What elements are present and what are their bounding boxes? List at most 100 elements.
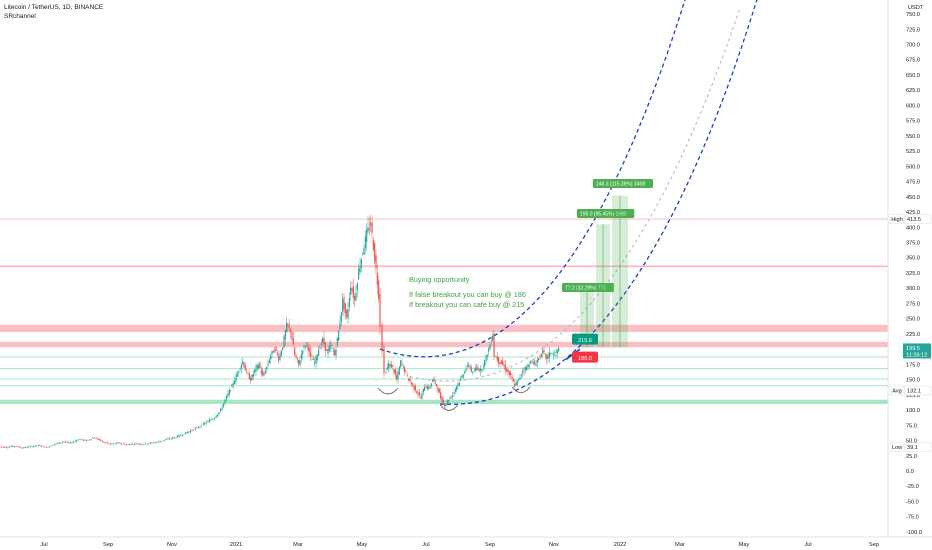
price-label-value-box (904, 385, 932, 396)
entry-tag-value: 215.6 (578, 338, 592, 344)
candle-body (157, 441, 159, 443)
candle-body (235, 375, 237, 381)
candle-body (178, 435, 180, 437)
candle-body (519, 377, 521, 379)
candle-body (414, 386, 416, 391)
time-axis[interactable]: Jul Sep Nov 2021 Mar May Jul Sep Nov 2022 Mar May Ju… (0, 536, 932, 548)
candle-body (2, 446, 4, 448)
x-tick-label: Jul (422, 542, 429, 548)
y-tick-label: 500.0 (906, 164, 920, 170)
candle-body (512, 378, 514, 382)
candle-body (438, 388, 440, 393)
candle-body (327, 348, 329, 354)
candle-body (477, 367, 479, 371)
measurement-boxes: 77.2 (32.29%) 771 199.0 (95.45%) 1980 248.… (562, 179, 653, 348)
candle-body (440, 392, 442, 399)
candle-body (219, 409, 222, 412)
x-tick-label: Mar (675, 542, 685, 548)
candle-body (441, 396, 443, 402)
candle-body (137, 444, 139, 445)
candle-body (232, 383, 234, 385)
candle-body (314, 362, 316, 364)
candle-body (196, 427, 198, 428)
candle-body (335, 349, 337, 356)
candle-body (49, 446, 51, 448)
candle-body (109, 443, 111, 445)
candle-body (374, 242, 376, 262)
candle-body (318, 349, 320, 356)
candle-body (271, 351, 273, 355)
price-label-value-box (904, 214, 932, 224)
candle-body (9, 446, 11, 448)
y-tick-label: 725.0 (906, 27, 920, 33)
candle-body (247, 372, 249, 375)
candle-body (108, 443, 110, 445)
y-tick-label: 650.0 (906, 73, 920, 79)
candle-body (66, 441, 68, 443)
candle-body (402, 365, 404, 367)
candle-body (480, 368, 482, 372)
candle-body (355, 292, 357, 301)
candle-body (445, 403, 447, 406)
candle-body (448, 399, 450, 402)
y-tick-label: 325.0 (906, 271, 920, 277)
candle-body (21, 447, 23, 449)
candle-body (267, 363, 269, 366)
candle-body (493, 333, 495, 357)
measure-label: 77.2 (32.29%) 771 (565, 286, 606, 292)
candle-body (146, 443, 148, 445)
candle-body (534, 361, 536, 365)
candle-body (490, 341, 492, 342)
candle-body (532, 362, 534, 363)
candle-body (405, 371, 407, 372)
candle-body (348, 297, 350, 307)
x-tick-label: Mar (293, 542, 303, 548)
candle-body (464, 371, 466, 374)
candle-body (231, 384, 233, 388)
candle-body (359, 266, 361, 272)
candle-body (514, 383, 516, 387)
indicator-label[interactable]: SRchannel (4, 13, 36, 20)
candle-body (304, 346, 306, 348)
candle-body (434, 381, 436, 383)
y-tick-label: -75.0 (906, 515, 919, 521)
countdown-value: 11:26:12 (906, 352, 927, 358)
candle-body (556, 349, 558, 354)
candle-body (130, 444, 132, 445)
candle-body (20, 447, 22, 449)
candle-body (550, 352, 552, 354)
candle-body (63, 441, 65, 443)
candle-body (404, 367, 406, 373)
candle-body (12, 445, 14, 447)
candle-body (103, 441, 105, 443)
chart-legend: Litecoin / TetherUS, 1D, BINANCE SRchann… (4, 3, 103, 21)
candle-body (260, 369, 262, 374)
candle-body (272, 351, 274, 353)
candle-body (526, 367, 528, 371)
candle-body (546, 354, 548, 360)
candle-body (77, 439, 79, 441)
y-tick-label: 750.0 (906, 12, 920, 18)
candle-body (352, 287, 354, 298)
candle-body (225, 395, 228, 400)
candle-body (264, 371, 266, 374)
candle-body (462, 374, 464, 377)
candle-body (71, 442, 73, 444)
candle-body (332, 350, 334, 352)
candle-body (324, 342, 326, 351)
candle-body (286, 322, 288, 332)
candle-body (499, 362, 501, 365)
candle-body (243, 362, 245, 368)
candle-body (33, 446, 35, 447)
candle-body (370, 223, 372, 226)
candle-body (23, 447, 25, 448)
candle-body (389, 364, 391, 367)
symbol-title[interactable]: Litecoin / TetherUS, 1D, BINANCE (4, 4, 104, 11)
candle-body (555, 352, 557, 354)
y-tick-label: 600.0 (906, 103, 920, 109)
candle-body (230, 389, 232, 391)
candle-body (185, 432, 187, 435)
candle-body (343, 297, 345, 310)
